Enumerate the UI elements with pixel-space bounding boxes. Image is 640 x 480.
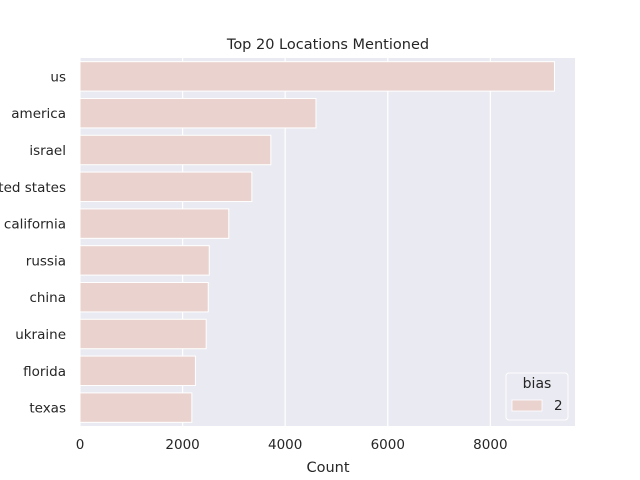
bar xyxy=(79,355,196,387)
y-tick-label: china xyxy=(29,290,66,306)
legend-title: bias xyxy=(523,376,552,392)
x-tick-labels: 0 2000 4000 6000 8000 xyxy=(76,437,508,453)
y-tick-label: ted states xyxy=(0,180,66,196)
legend: bias 2 xyxy=(505,372,569,421)
bar xyxy=(79,97,317,129)
y-tick-label: california xyxy=(4,217,66,233)
y-tick-label: texas xyxy=(29,401,66,417)
y-tick-label: us xyxy=(50,69,66,85)
bar xyxy=(79,281,209,313)
x-tick-label: 2000 xyxy=(165,437,199,453)
x-tick-label: 6000 xyxy=(371,437,405,453)
y-tick-label: florida xyxy=(23,364,66,380)
bar xyxy=(79,61,555,92)
bars xyxy=(79,61,555,423)
x-tick-label: 8000 xyxy=(473,437,507,453)
x-axis-label: Count xyxy=(306,460,349,476)
bar xyxy=(79,171,253,203)
x-tick-label: 4000 xyxy=(268,437,302,453)
chart-title: Top 20 Locations Mentioned xyxy=(226,37,429,53)
legend-swatch xyxy=(511,399,543,412)
y-tick-label: russia xyxy=(26,253,66,269)
bar xyxy=(79,318,207,350)
legend-entry-label: 2 xyxy=(554,398,563,414)
bar xyxy=(79,245,210,276)
bar xyxy=(79,134,272,166)
bar xyxy=(79,392,193,423)
y-tick-labels: us america israel ted states california russi… xyxy=(0,69,66,416)
y-tick-label: america xyxy=(11,106,66,122)
y-tick-label: ukraine xyxy=(15,327,66,343)
y-tick-label: israel xyxy=(29,143,66,159)
x-tick-label: 0 xyxy=(76,437,85,453)
bar xyxy=(79,208,230,239)
